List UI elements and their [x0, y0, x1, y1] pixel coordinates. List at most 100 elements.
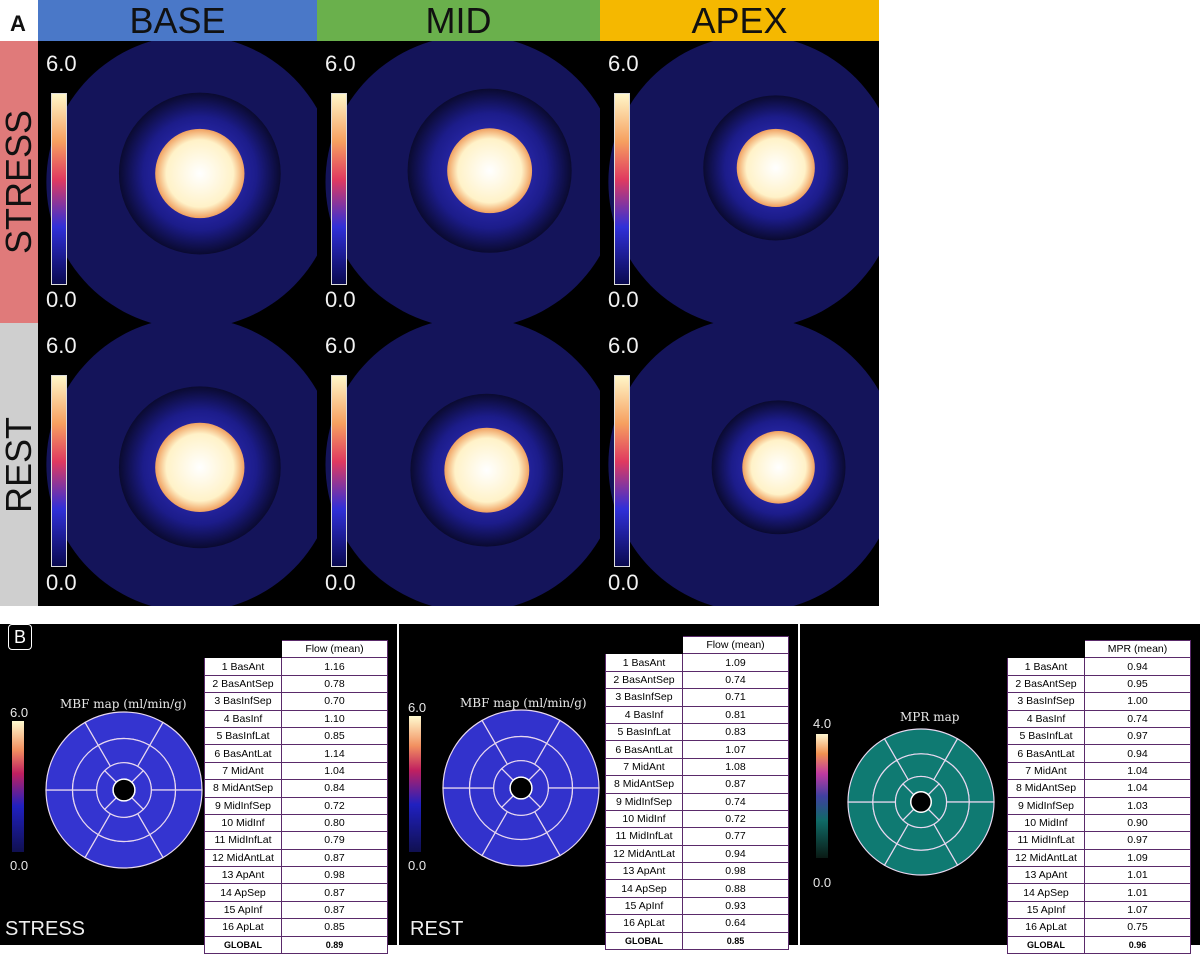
table-column-header: Flow (mean)	[682, 635, 789, 655]
segment-value: 1.07	[1084, 900, 1191, 920]
table-header-row: Flow (mean)	[605, 635, 789, 655]
table-row: 10 MidInf 0.72	[605, 809, 789, 829]
stress-mid-perfusion-map: 6.0 0.0	[317, 41, 600, 323]
segment-value: 0.97	[1084, 831, 1191, 850]
table-row: 3 BasInfSep 0.70	[204, 692, 388, 711]
rest-base-perfusion-map: 6.0 0.0	[38, 323, 317, 606]
segment-label: 10 MidInf	[605, 809, 683, 829]
rest-apex-scale-min: 0.0	[608, 570, 639, 595]
segment-value: 0.87	[281, 883, 388, 902]
table-row: 1 BasAnt 1.16	[204, 657, 388, 676]
table-global-row: GLOBAL 0.85	[605, 931, 789, 951]
segment-value: 0.98	[682, 862, 789, 881]
segment-value: 0.94	[1084, 657, 1191, 676]
table-row: 12 MidAntLat 0.87	[204, 848, 388, 868]
table-row: 15 ApInf 0.87	[204, 900, 388, 920]
segment-label: 2 BasAntSep	[605, 670, 683, 690]
segment-label: 16 ApLat	[605, 914, 683, 933]
segment-value: 0.80	[281, 813, 388, 833]
table-row: 4 BasInf 0.74	[1007, 709, 1191, 728]
stress-scale-max: 6.0	[10, 705, 29, 720]
segment-value: 0.74	[682, 792, 789, 811]
segment-value: 0.77	[682, 827, 789, 846]
segment-value: 0.90	[1084, 813, 1191, 833]
rest-apex-perfusion-map: 6.0 0.0	[600, 323, 879, 606]
segment-value: 1.01	[1084, 866, 1191, 885]
table-row: 6 BasAntLat 0.94	[1007, 744, 1191, 763]
mpr-bullseye	[847, 728, 995, 876]
panel-b-letter: B	[13, 627, 26, 647]
table-row: 16 ApLat 0.64	[605, 914, 789, 933]
segment-label: 14 ApSep	[605, 879, 683, 898]
stress-base-scale-min: 0.0	[46, 287, 77, 312]
stress-bullseye-panel: MBF map (ml/min/g) 6.0 0.0 STRESS Flow (…	[0, 624, 397, 954]
table-row: 9 MidInfSep 1.03	[1007, 796, 1191, 815]
stress-mid-scale-min: 0.0	[325, 287, 356, 312]
table-row: 16 ApLat 0.85	[204, 918, 388, 937]
segment-value: 0.71	[682, 688, 789, 707]
column-header-base: BASE	[38, 0, 317, 41]
segment-label: 14 ApSep	[1007, 883, 1085, 902]
table-header-row: MPR (mean)	[1007, 639, 1191, 659]
table-row: 8 MidAntSep 0.87	[605, 775, 789, 794]
table-row: 9 MidInfSep 0.72	[204, 796, 388, 815]
segment-value: 1.08	[682, 757, 789, 777]
segment-value: 0.83	[682, 722, 789, 742]
stress-base-scale-max: 6.0	[46, 51, 77, 76]
segment-value: 0.72	[682, 809, 789, 829]
segment-value: 0.75	[1084, 918, 1191, 937]
table-row: 2 BasAntSep 0.78	[204, 674, 388, 694]
segment-value: 1.16	[281, 657, 388, 676]
stress-map-title: MBF map (ml/min/g)	[60, 697, 187, 711]
mpr-bullseye-panel: MPR map 4.0 0.0 MPR (mean) 1 BasAnt 0.94 2 …	[800, 624, 1200, 954]
stress-apex-scale-min: 0.0	[608, 287, 639, 312]
table-row: 8 MidAntSep 0.84	[204, 779, 388, 798]
rest-scale-min: 0.0	[408, 858, 427, 873]
rest-mid-scale-min: 0.0	[325, 570, 356, 595]
segment-label: 15 ApInf	[605, 896, 683, 916]
table-row: 8 MidAntSep 1.04	[1007, 779, 1191, 798]
table-row: 16 ApLat 0.75	[1007, 918, 1191, 937]
rest-base-scale-min: 0.0	[46, 570, 77, 595]
segment-label: 1 BasAnt	[204, 657, 282, 676]
segment-label: 13 ApAnt	[605, 862, 683, 881]
table-row: 11 MidInfLat 0.97	[1007, 831, 1191, 850]
segment-value: 0.64	[682, 914, 789, 933]
table-corner	[605, 635, 683, 655]
segment-value: 1.01	[1084, 883, 1191, 902]
mpr-table: MPR (mean) 1 BasAnt 0.94 2 BasAntSep 0.95 3 B…	[1007, 639, 1191, 954]
column-header-mid: MID	[317, 0, 600, 41]
table-row: 13 ApAnt 0.98	[204, 866, 388, 885]
segment-label: 15 ApInf	[204, 900, 282, 920]
table-column-header: MPR (mean)	[1084, 639, 1191, 659]
stress-base-perfusion-map: 6.0 0.0	[38, 41, 317, 323]
segment-label: 9 MidInfSep	[605, 792, 683, 811]
segment-value: 0.85	[281, 918, 388, 937]
segment-label: 1 BasAnt	[605, 653, 683, 672]
stress-bullseye	[45, 711, 203, 869]
global-value: 0.85	[682, 931, 789, 951]
segment-label: 3 BasInfSep	[1007, 692, 1085, 711]
global-label: GLOBAL	[605, 931, 683, 951]
table-corner	[204, 639, 282, 659]
table-row: 13 ApAnt 1.01	[1007, 866, 1191, 885]
table-row: 1 BasAnt 0.94	[1007, 657, 1191, 676]
table-row: 5 BasInfLat 0.83	[605, 722, 789, 742]
table-row: 10 MidInf 0.90	[1007, 813, 1191, 833]
row-label-stress: STRESS	[0, 41, 39, 323]
segment-label: 15 ApInf	[1007, 900, 1085, 920]
segment-label: 5 BasInfLat	[1007, 726, 1085, 746]
rest-bullseye	[442, 709, 600, 867]
mpr-scale-min: 0.0	[813, 875, 832, 890]
segment-label: 9 MidInfSep	[1007, 796, 1085, 815]
table-column-header: Flow (mean)	[281, 639, 388, 659]
table-row: 5 BasInfLat 0.97	[1007, 726, 1191, 746]
segment-value: 0.70	[281, 692, 388, 711]
segment-label: 9 MidInfSep	[204, 796, 282, 815]
segment-label: 7 MidAnt	[605, 757, 683, 777]
segment-label: 11 MidInfLat	[1007, 831, 1085, 850]
segment-label: 16 ApLat	[1007, 918, 1085, 937]
segment-value: 1.10	[281, 709, 388, 728]
segment-label: 4 BasInf	[1007, 709, 1085, 728]
stress-apex-colorbar	[614, 93, 630, 285]
